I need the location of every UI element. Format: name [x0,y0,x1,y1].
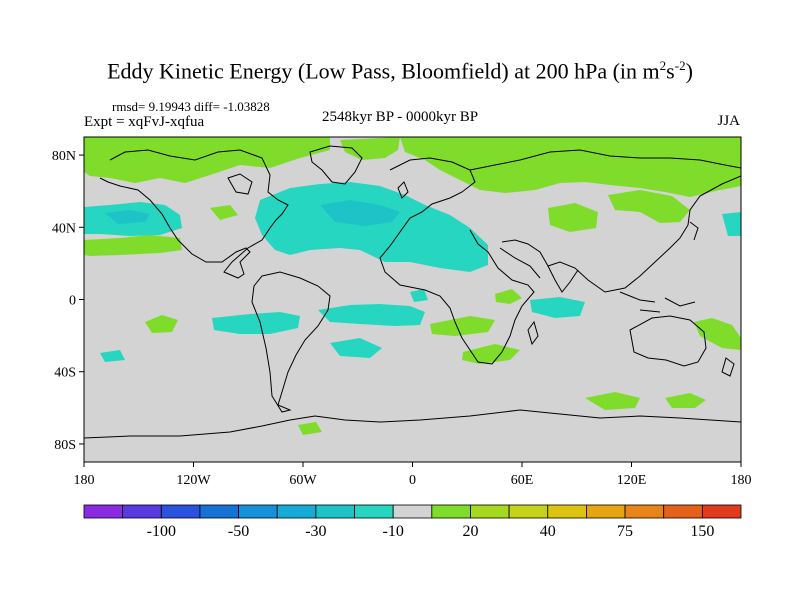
colorbar-swatch [276,504,317,519]
field-arctic-west [84,137,330,183]
map-area [84,137,741,462]
lon-tick-label: 120W [176,473,211,488]
colorbar-swatch [354,504,394,519]
field-arctic-east [400,137,741,197]
title-sup1: 2 [659,58,667,73]
coast-hudson-bay [227,173,253,195]
coast-british-isles [397,181,409,199]
field-east-africa [495,289,522,304]
colorbar-swatch [315,504,355,519]
title-end: ) [685,58,693,84]
colorbar-label: 40 [540,523,556,540]
lat-tick-label: 0 [69,294,76,309]
coast-south-america [251,271,331,413]
field-south-pacific [212,312,300,334]
field-west-pacific-north [210,205,238,220]
period-label: 2548kyr BP - 0000kyr BP [321,109,479,125]
lat-tick-label: 40S [54,366,76,381]
lat-tick-label: 80N [52,149,76,164]
colorbar-swatch [663,504,703,519]
lon-tick-label: 120E [617,473,647,488]
field-north-atlantic [255,182,488,272]
field-antarctic-small [298,422,322,435]
coast-indonesia [619,291,696,313]
colorbar-swatch [508,504,549,519]
colorbar-swatch [83,504,124,519]
lat-tick-label: 40N [52,221,76,236]
lon-axis: 180 120W 60W 0 60E 120E 180 [74,462,752,488]
field-atlantic-small [410,289,428,302]
field-pacific-core [105,210,150,224]
coast-greenland [309,145,363,185]
colorbar-swatch [199,504,239,519]
colorbar-swatch [701,504,742,519]
colorbar-swatch [431,504,471,519]
coast-japan [689,221,699,241]
field-southern-ocean-west [330,338,382,358]
lon-tick-label: 60E [511,473,534,488]
colorbar-swatch [122,504,162,519]
field-southern-ocean-2 [585,392,640,410]
field-southern-ocean-3 [665,393,706,408]
field-atlantic-core [320,200,400,226]
lon-tick-label: 0 [409,473,416,488]
colorbar: -100 -50 -30 -10 20 40 75 150 [83,504,742,540]
colorbar-swatch [238,504,278,519]
title-main: Eddy Kinetic Energy (Low Pass, Bloomfiel… [107,58,660,84]
lon-tick-label: 180 [74,473,95,488]
colorbar-swatch [470,504,510,519]
colorbar-swatch [160,504,201,519]
title-mid: s [666,58,675,84]
field-siberia-patch [608,190,690,223]
colorbar-label: 150 [690,523,714,540]
coast-north-america [99,149,289,279]
colorbar-swatch [547,504,587,519]
stats-text: rmsd= 9.19943 diff= -1.03828 [112,99,270,114]
field-south-atlantic-neg [318,304,425,326]
field-asia-patch [548,203,598,232]
field-greenland [340,137,400,160]
field-east-pacific-small [145,315,178,333]
lon-tick-label: 60W [289,473,317,488]
field-west-pacific-edge [722,212,741,236]
coast-asia [469,149,741,293]
plot-title: Eddy Kinetic Energy (Low Pass, Bloomfiel… [0,58,800,84]
field-west-pacific-small [694,318,741,350]
colorbar-label: -30 [305,523,326,540]
coast-madagascar [527,320,539,346]
colorbar-swatch [586,504,626,519]
coast-arabia-india [499,247,579,293]
lat-axis: 80N 40N 0 40S 80S [52,149,84,453]
colorbar-label: 75 [617,523,633,540]
lon-tick-label: 180 [731,473,752,488]
colorbar-label: -50 [228,523,249,540]
lat-tick-label: 80S [54,438,76,453]
coast-new-zealand [721,357,735,377]
anomaly-fields [84,137,741,435]
experiment-label: Expt = xqFvJ-xqfua [84,114,205,130]
colorbar-label: -10 [383,523,404,540]
title-sup2: -2 [674,58,686,73]
season-label: JJA [717,113,740,129]
colorbar-label: -100 [147,523,176,540]
field-africa-south [530,297,585,318]
coast-antarctica [84,409,741,439]
coastlines [84,145,741,439]
coast-europe-africa [379,157,535,365]
colorbar-label: 20 [462,523,478,540]
field-antarctica-edge [100,350,125,362]
field-south-atlantic [430,316,495,336]
coast-australia [629,315,707,367]
field-pacific-north [84,235,182,256]
colorbar-swatch [392,504,433,519]
colorbar-swatch [624,504,665,519]
